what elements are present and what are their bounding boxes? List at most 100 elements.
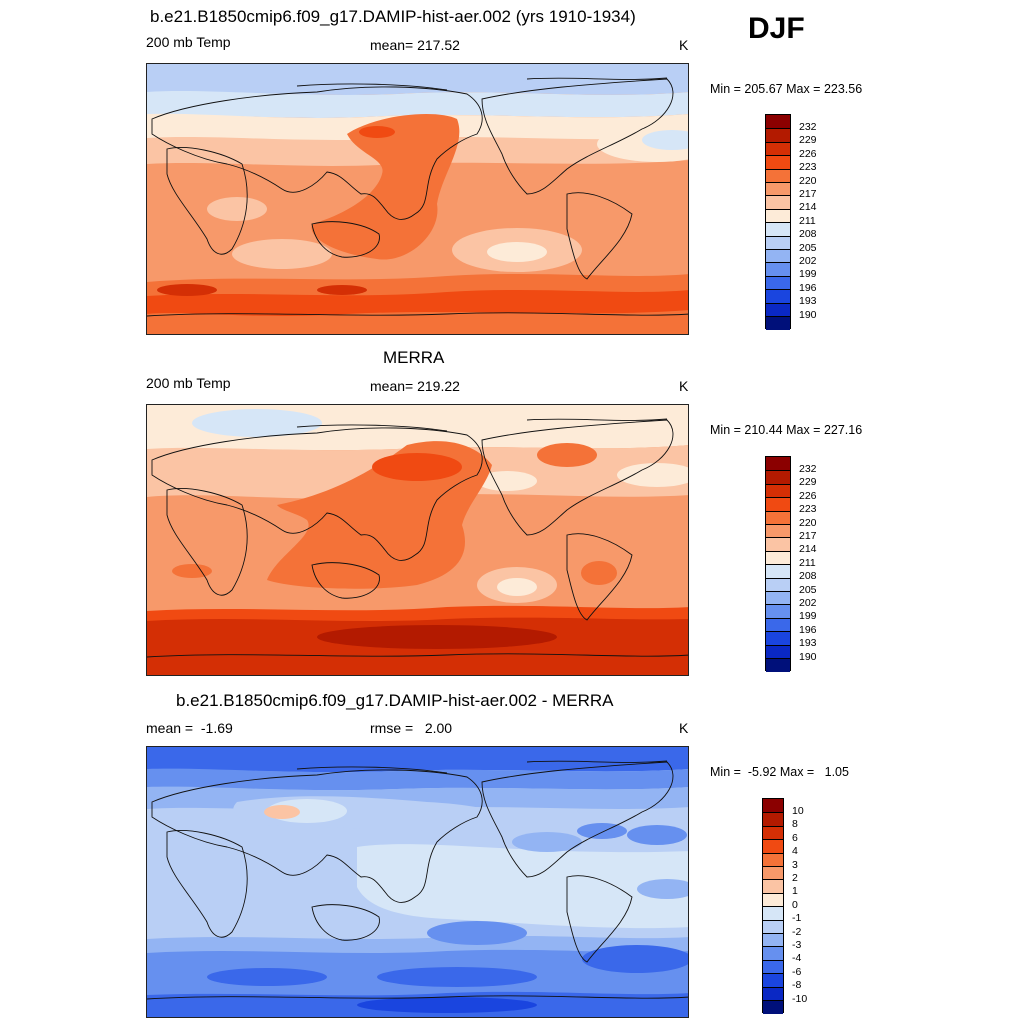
panel-1-colorbar-tick: 190	[799, 308, 817, 321]
panel-2-colorbar-ticks: 232 229 226 223 220 217 214 211 208 205 …	[799, 456, 839, 671]
panel-3-colorbar	[762, 798, 784, 1014]
panel-1-units-label: K	[679, 37, 689, 53]
panel-1-colorbar-swatch	[766, 262, 790, 277]
panel-3-colorbar-tick: -3	[792, 939, 802, 951]
panel-1-variable-label: 200 mb Temp	[146, 34, 231, 50]
panel-1-colorbar-swatch	[766, 141, 790, 156]
panel-3-colorbar-tick: 0	[792, 898, 798, 911]
panel-1-colorbar-swatch	[766, 168, 790, 183]
panel-2-colorbar-swatch	[766, 564, 790, 579]
panel-3-minmax-label: Min = -5.92 Max = 1.05	[710, 765, 849, 779]
panel-1-colorbar-tick: 232	[799, 121, 817, 133]
panel-3-title: b.e21.B1850cmip6.f09_g17.DAMIP-hist-aer.…	[176, 691, 614, 710]
panel-3-colorbar-tick: 1	[792, 885, 798, 898]
panel-3-colorbar-swatch	[763, 959, 783, 974]
panel-3-colorbar-swatch	[763, 892, 783, 907]
panel-1-colorbar-swatch	[766, 302, 790, 317]
panel-2-colorbar-swatch	[766, 510, 790, 525]
panel-3-colorbar-swatch	[763, 812, 783, 827]
season-label: DJF	[748, 12, 805, 45]
panel-3-colorbar-swatch	[763, 946, 783, 961]
panel-2-colorbar-tick: 190	[799, 650, 817, 663]
panel-1-colorbar-swatch	[766, 208, 790, 223]
panel-2-colorbar-tick: 205	[799, 583, 817, 596]
panel-2-colorbar-swatch	[766, 604, 790, 619]
panel-3-colorbar-swatch	[763, 986, 783, 1001]
panel-2-contour-field	[147, 405, 688, 675]
panel-2-colorbar-tick: 214	[799, 543, 817, 556]
panel-2-colorbar-tick: 232	[799, 463, 817, 475]
panel-1-colorbar-tick: 223	[799, 161, 817, 174]
panel-3-colorbar-swatch	[763, 906, 783, 921]
panel-2-colorbar-tick: 223	[799, 503, 817, 516]
panel-2-mean-label: mean= 219.22	[370, 378, 460, 394]
panel-1-colorbar-ticks: 232 229 226 223 220 217 214 211 208 205 …	[799, 114, 839, 329]
panel-1-colorbar-swatch	[766, 195, 790, 210]
panel-1-colorbar-swatch	[766, 115, 790, 129]
panel-3-colorbar-tick: 3	[792, 858, 798, 871]
panel-1-colorbar-tick: 193	[799, 295, 817, 308]
panel-1-colorbar-swatch	[766, 182, 790, 196]
panel-3-colorbar-tick: 8	[792, 818, 798, 831]
panel-2-colorbar-swatch	[766, 457, 790, 471]
panel-2-colorbar-tick: 211	[799, 556, 816, 569]
panel-1-map	[146, 63, 689, 335]
panel-3-colorbar-ticks: 10 8 6 4 3 2 1 0 -1 -2 -3 -4 -6 -8 -10	[792, 798, 832, 1013]
panel-2-minmax-label: Min = 210.44 Max = 227.16	[710, 423, 863, 437]
panel-2-colorbar-tick: 226	[799, 489, 817, 502]
panel-3-colorbar-swatch	[763, 973, 783, 988]
panel-3-colorbar-tick: 6	[792, 831, 798, 844]
panel-1-colorbar-swatch	[766, 275, 790, 290]
panel-3-colorbar-tick: -6	[792, 965, 802, 978]
panel-1-colorbar-tick: 217	[799, 188, 817, 200]
panel-3-contour-field	[147, 747, 688, 1017]
panel-1-contour-field	[147, 64, 688, 334]
panel-1-colorbar-tick: 205	[799, 241, 817, 254]
panel-1-colorbar-tick: 196	[799, 281, 817, 294]
panel-1-colorbar-tick: 220	[799, 174, 817, 187]
panel-3-units-label: K	[679, 720, 689, 736]
panel-3-mean-label: mean = -1.69	[146, 720, 233, 736]
panel-3-colorbar-swatch	[763, 799, 783, 813]
panel-3-colorbar-swatch	[763, 933, 783, 947]
panel-2-colorbar-tick: 199	[799, 610, 817, 623]
panel-3-colorbar-swatch	[763, 852, 783, 867]
panel-1-colorbar-tick: 214	[799, 201, 817, 214]
panel-3-colorbar-tick: 4	[792, 845, 798, 858]
panel-3-colorbar-tick: 10	[792, 805, 804, 817]
panel-1-colorbar-tick: 211	[799, 214, 816, 227]
panel-1-mean-label: mean= 217.52	[370, 37, 460, 53]
panel-3-colorbar-tick: 2	[792, 872, 798, 884]
panel-3-colorbar-tick: -2	[792, 925, 802, 938]
panel-2-title: MERRA	[383, 348, 445, 367]
panel-2-colorbar-swatch	[766, 470, 790, 485]
panel-1-colorbar-tick: 202	[799, 255, 817, 267]
panel-3-map	[146, 746, 689, 1018]
panel-1-colorbar-swatch	[766, 249, 790, 263]
panel-3-colorbar-swatch	[763, 879, 783, 894]
panel-1-colorbar-swatch	[766, 289, 790, 304]
panel-2-colorbar-tick: 217	[799, 530, 817, 542]
panel-3-rmse-label: rmse = 2.00	[370, 720, 453, 736]
panel-2-colorbar-swatch	[766, 631, 790, 646]
panel-1-colorbar-swatch	[766, 235, 790, 250]
panel-2-colorbar-swatch	[766, 591, 790, 605]
panel-3-colorbar-tick: -10	[792, 992, 808, 1005]
panel-3-colorbar-tick: -1	[792, 912, 802, 925]
panel-2-colorbar-tick: 196	[799, 623, 817, 636]
panel-2-colorbar-tick: 208	[799, 570, 817, 583]
panel-2-colorbar-tick: 220	[799, 516, 817, 529]
panel-2-colorbar-swatch	[766, 550, 790, 565]
panel-3-colorbar-swatch	[763, 1000, 783, 1014]
panel-2-variable-label: 200 mb Temp	[146, 375, 231, 391]
panel-1-colorbar-tick: 199	[799, 268, 817, 281]
panel-1-colorbar-swatch	[766, 222, 790, 237]
panel-1-colorbar-tick: 208	[799, 228, 817, 241]
panel-3-colorbar-swatch	[763, 919, 783, 934]
panel-2-units-label: K	[679, 378, 689, 394]
panel-1-colorbar-swatch	[766, 155, 790, 170]
panel-2-map	[146, 404, 689, 676]
panel-2-colorbar-swatch	[766, 497, 790, 512]
panel-1-colorbar-swatch	[766, 316, 790, 330]
panel-2-colorbar-tick: 193	[799, 637, 817, 650]
